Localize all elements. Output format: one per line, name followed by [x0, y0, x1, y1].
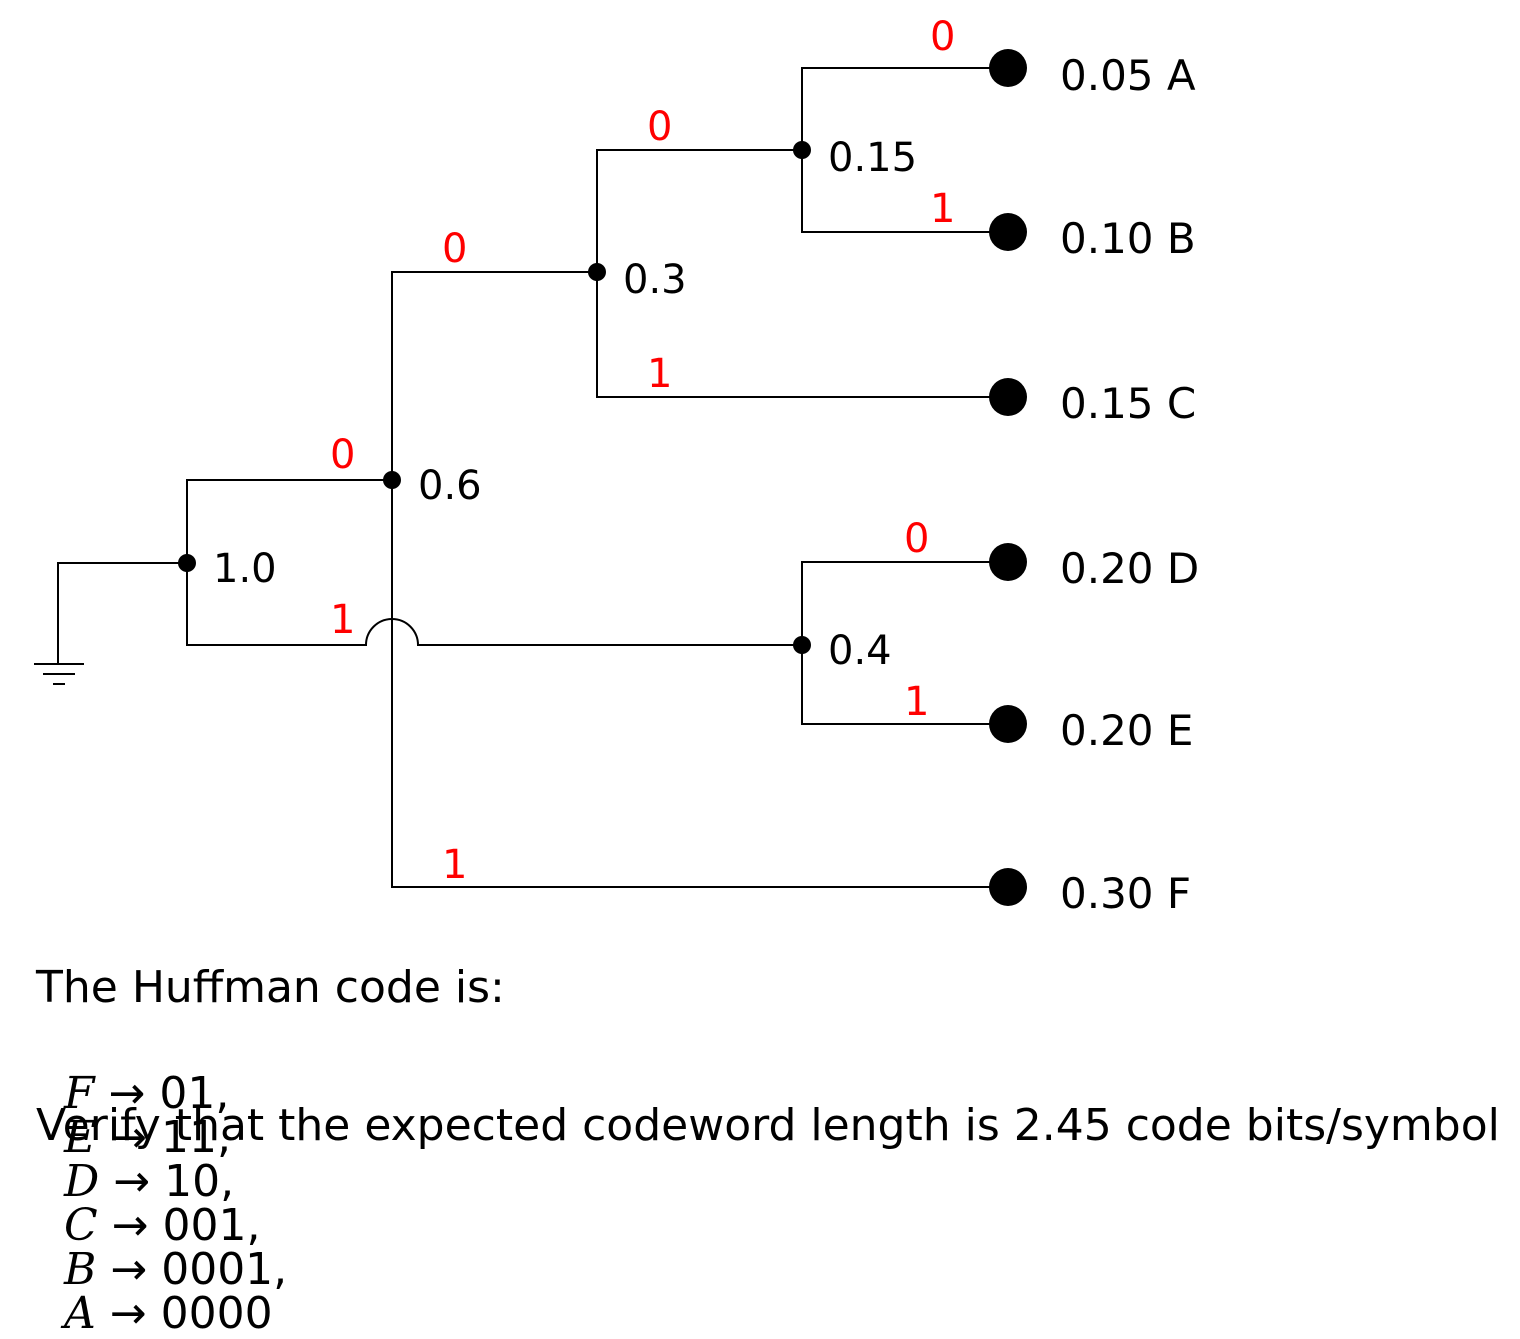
- bit-label-03-0: 0: [647, 104, 672, 150]
- leaf-label-C: 0.15 C: [1060, 379, 1196, 428]
- leaf-label-A: 0.05 A: [1060, 51, 1196, 100]
- leaf-dot-A: [989, 49, 1027, 87]
- code-entry-E: E → 11,: [63, 1112, 231, 1163]
- node-dot-root: [178, 554, 196, 572]
- node-label-03: 0.3: [623, 257, 687, 303]
- edge-03-to-C: [596, 272, 1008, 398]
- node-label-04: 0.4: [828, 628, 892, 674]
- node-dot-06: [383, 471, 401, 489]
- bit-label-015-1: 1: [930, 186, 955, 232]
- leaf-dot-C: [989, 378, 1027, 416]
- leaf-dot-B: [989, 213, 1027, 251]
- edge-06-to-03: [391, 271, 597, 480]
- code-entry-D: D → 10,: [63, 1156, 235, 1207]
- node-label-06: 0.6: [418, 463, 482, 509]
- edge-06-to-F: [391, 480, 1008, 888]
- edge-03-to-015: [596, 149, 802, 272]
- node-dot-015: [793, 141, 811, 159]
- node-dot-04: [793, 636, 811, 654]
- leaf-dot-D: [989, 543, 1027, 581]
- edge-015-to-B: [801, 150, 1008, 233]
- ground-symbol: [34, 562, 180, 685]
- node-dot-03: [588, 263, 606, 281]
- verify-statement: Verify that the expected codeword length…: [36, 1100, 1500, 1151]
- caption-title: The Huffman code is:: [36, 962, 505, 1013]
- code-entry-F: F → 01,: [63, 1068, 230, 1119]
- node-label-root: 1.0: [213, 546, 277, 592]
- bit-label-015-0: 0: [930, 14, 955, 60]
- edge-root-to-04: [186, 563, 802, 646]
- bit-label-03-1: 1: [647, 351, 672, 397]
- leaf-label-B: 0.10 B: [1060, 214, 1196, 263]
- leaf-label-F: 0.30 F: [1060, 869, 1191, 918]
- leaf-dot-F: [989, 868, 1027, 906]
- bit-label-04-0: 0: [904, 516, 929, 562]
- huffman-code-list: F → 01, E → 11, D → 10, C → 001, B → 000…: [36, 1028, 287, 1336]
- bit-label-04-1: 1: [904, 679, 929, 725]
- bit-label-06-0: 0: [442, 226, 467, 272]
- leaf-label-D: 0.20 D: [1060, 544, 1199, 593]
- bit-label-06-1: 1: [442, 842, 467, 888]
- leaf-label-E: 0.20 E: [1060, 706, 1193, 755]
- code-entry-A: A → 0000: [63, 1288, 273, 1339]
- edge-04-to-E: [801, 645, 1008, 725]
- bit-label-root-1: 1: [330, 597, 355, 643]
- node-label-015: 0.15: [828, 135, 917, 181]
- edge-root-to-06: [186, 479, 392, 563]
- leaf-dot-E: [989, 705, 1027, 743]
- bit-label-root-0: 0: [330, 432, 355, 478]
- edge-04-to-D: [801, 561, 1008, 645]
- huffman-tree-diagram: 1.0 0.6 0.3 0.15 0.4 0.05 A 0.10 B 0.15 …: [34, 14, 1199, 918]
- edge-015-to-A: [801, 67, 1008, 150]
